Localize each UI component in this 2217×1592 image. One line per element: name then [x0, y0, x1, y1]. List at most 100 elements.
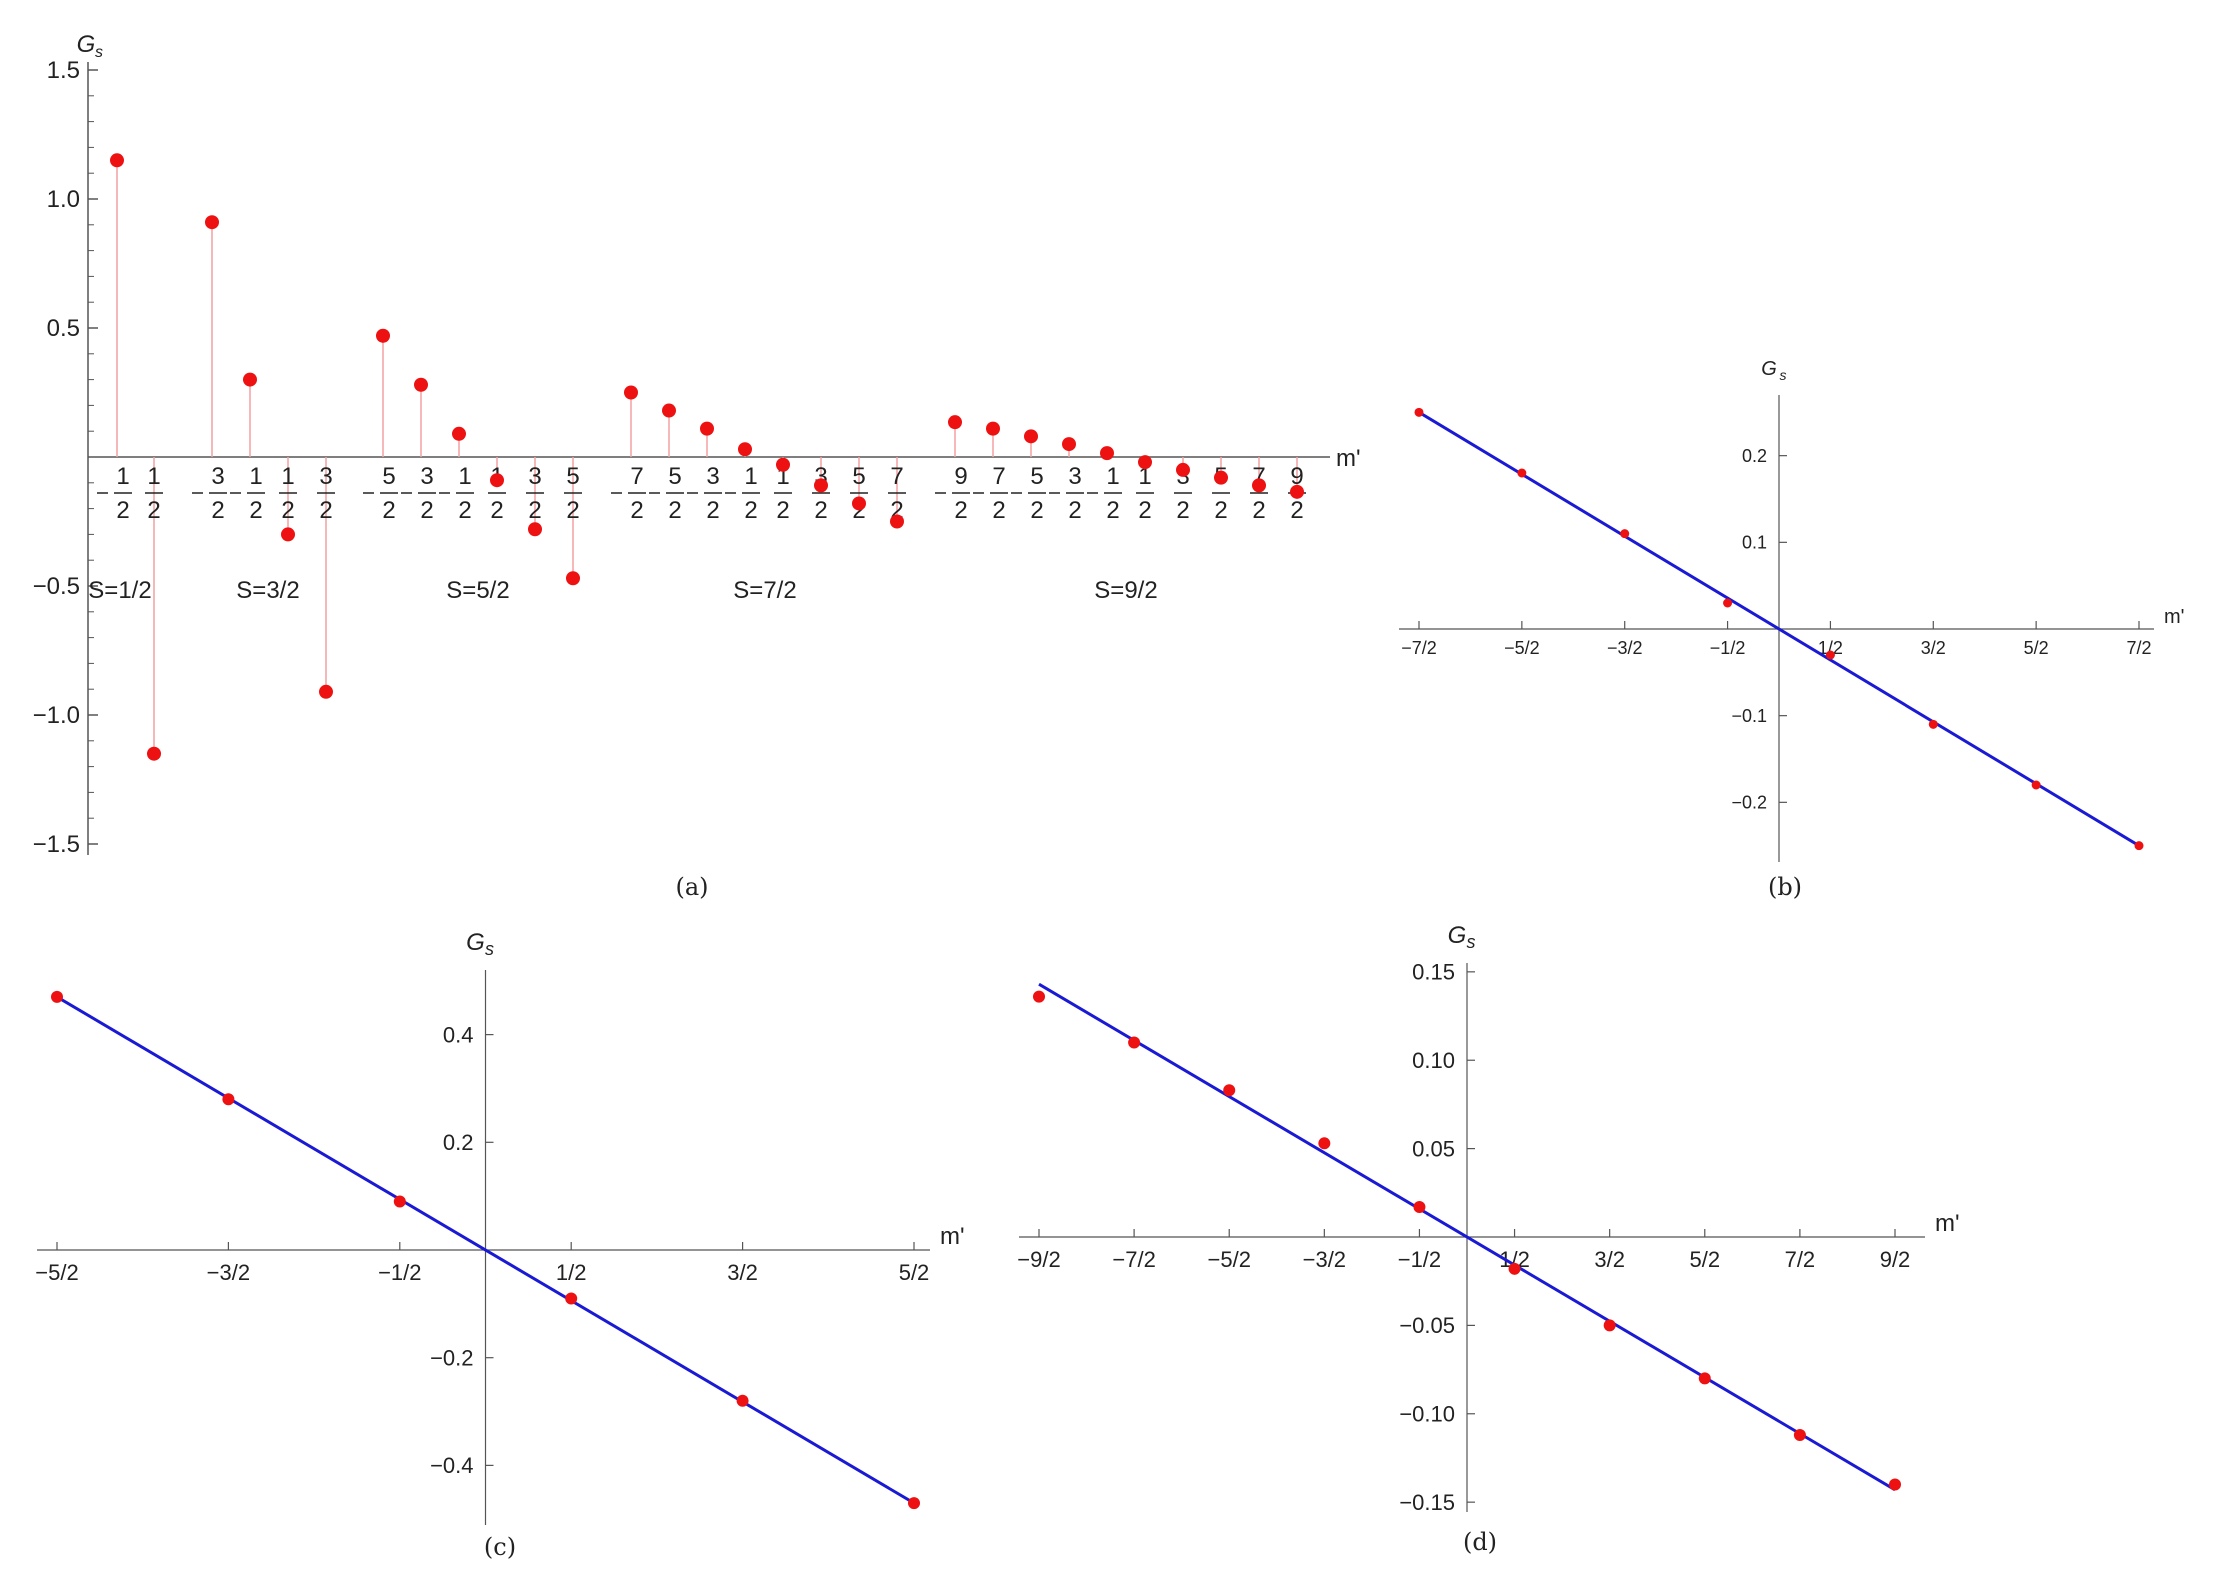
data-point [490, 473, 504, 488]
x-tick-denominator: 2 [992, 497, 1005, 524]
x-tick-denominator: 2 [1214, 497, 1227, 524]
data-point [566, 571, 580, 586]
data-point [1214, 470, 1228, 485]
data-point [700, 421, 714, 436]
x-tick-label: −5/2 [35, 1260, 78, 1285]
data-point [2031, 780, 2041, 790]
x-tick-numerator: 5 [852, 463, 865, 490]
data-point [1223, 1084, 1236, 1097]
y-tick-label: −0.10 [1399, 1401, 1455, 1426]
data-point [1620, 529, 1630, 539]
y-axis-label-sub: s [95, 44, 103, 61]
x-tick-denominator: 2 [1252, 497, 1265, 524]
data-point [1290, 484, 1304, 499]
x-tick-numerator: 9 [1290, 463, 1303, 490]
x-tick-denominator: 2 [814, 497, 827, 524]
group-3: 523212123252S=5/2 [363, 328, 582, 604]
x-tick-denominator: 2 [1106, 497, 1119, 524]
y-tick-label: 1.5 [47, 57, 80, 84]
x-tick-numerator: 7 [890, 463, 903, 490]
x-tick-label: 3/2 [1921, 638, 1946, 658]
data-point [1318, 1137, 1331, 1150]
x-axis-label: m' [940, 1223, 965, 1250]
group-label: S=1/2 [88, 577, 151, 604]
y-axis-label: G [1761, 358, 1777, 380]
x-tick-numerator: 3 [1068, 463, 1081, 490]
data-point [393, 1195, 406, 1208]
x-tick-denominator: 2 [1030, 497, 1043, 524]
data-point [1698, 1372, 1711, 1385]
x-tick-label: −1/2 [1710, 638, 1746, 658]
data-point [814, 478, 828, 493]
panel-caption: (c) [484, 1533, 516, 1561]
x-tick-label: −3/2 [207, 1260, 250, 1285]
y-tick-label: 0.15 [1412, 960, 1455, 985]
x-tick-numerator: 3 [706, 463, 719, 490]
fit-line [1038, 982, 1896, 1492]
x-tick-denominator: 2 [382, 497, 395, 524]
x-axis-label: m' [2164, 606, 2184, 628]
data-point [528, 522, 542, 537]
data-point [1889, 1478, 1901, 1491]
data-point [222, 1093, 235, 1106]
group-label: S=9/2 [1094, 577, 1157, 604]
y-tick-label: −0.05 [1399, 1313, 1455, 1338]
x-tick-label: 3/2 [1594, 1247, 1625, 1272]
group-label: S=7/2 [733, 577, 796, 604]
y-tick-label: −1.5 [33, 831, 80, 858]
data-point [414, 377, 428, 392]
data-point [1128, 1036, 1141, 1049]
y-axis-label: G [77, 31, 96, 58]
x-tick-label: 1/2 [1818, 638, 1843, 658]
data-point [1062, 437, 1076, 452]
y-tick-label: 0.5 [47, 315, 80, 342]
group-label: S=5/2 [446, 577, 509, 604]
data-point [205, 215, 219, 230]
fit-line [1418, 411, 2140, 847]
x-tick-label: 7/2 [2126, 638, 2151, 658]
data-point [110, 153, 124, 168]
y-tick-label: −1.0 [33, 702, 80, 729]
data-point [1252, 478, 1266, 493]
x-tick-label: −7/2 [1112, 1247, 1155, 1272]
x-tick-label: 3/2 [727, 1260, 758, 1285]
x-tick-label: −9/2 [1017, 1247, 1060, 1272]
x-tick-denominator: 2 [1176, 497, 1189, 524]
y-axis-label-sub: s [1467, 932, 1476, 952]
y-tick-label: −0.2 [1731, 793, 1767, 813]
x-tick-numerator: 3 [420, 463, 433, 490]
y-tick-label: 0.4 [443, 1022, 474, 1047]
x-tick-numerator: 1 [1138, 463, 1151, 490]
x-tick-label: −1/2 [378, 1260, 421, 1285]
y-axis-label: G [1448, 922, 1467, 949]
x-tick-numerator: 1 [116, 463, 129, 490]
x-tick-numerator: 3 [319, 463, 332, 490]
panel-d: −9/2 −7/2 −5/2 −3/2 −1/2 1/2 3/2 5/2 7/2 9/20.150… [1017, 922, 1959, 1556]
x-tick-numerator: 9 [954, 463, 967, 490]
y-axis-label-sub: s [1780, 367, 1787, 383]
x-tick-numerator: 5 [566, 463, 579, 490]
x-tick-label: 7/2 [1785, 1247, 1816, 1272]
data-point [319, 684, 333, 699]
x-tick-label: −1/2 [1398, 1247, 1441, 1272]
x-tick-label: 1/2 [556, 1260, 587, 1285]
panel-b: −7/2 −5/2 −3/2 −1/2 1/2 3/2 5/2 7/2 0.2 0.1 −0.1 −0… [1399, 358, 2184, 901]
x-tick-denominator: 2 [1068, 497, 1081, 524]
data-point [852, 496, 866, 511]
y-tick-label: −0.15 [1399, 1490, 1455, 1515]
data-point [376, 328, 390, 343]
x-tick-denominator: 2 [528, 497, 541, 524]
data-point [1825, 650, 1835, 660]
x-tick-denominator: 2 [566, 497, 579, 524]
x-tick-label: −5/2 [1504, 638, 1540, 658]
panel-caption: (d) [1463, 1528, 1497, 1556]
x-tick-numerator: 3 [211, 463, 224, 490]
x-tick-denominator: 2 [706, 497, 719, 524]
group-5: 92725232121232527292S=9/2 [935, 415, 1306, 604]
x-tick-denominator: 2 [116, 497, 129, 524]
x-tick-numerator: 5 [1030, 463, 1043, 490]
x-tick-denominator: 2 [1138, 497, 1151, 524]
x-tick-denominator: 2 [776, 497, 789, 524]
